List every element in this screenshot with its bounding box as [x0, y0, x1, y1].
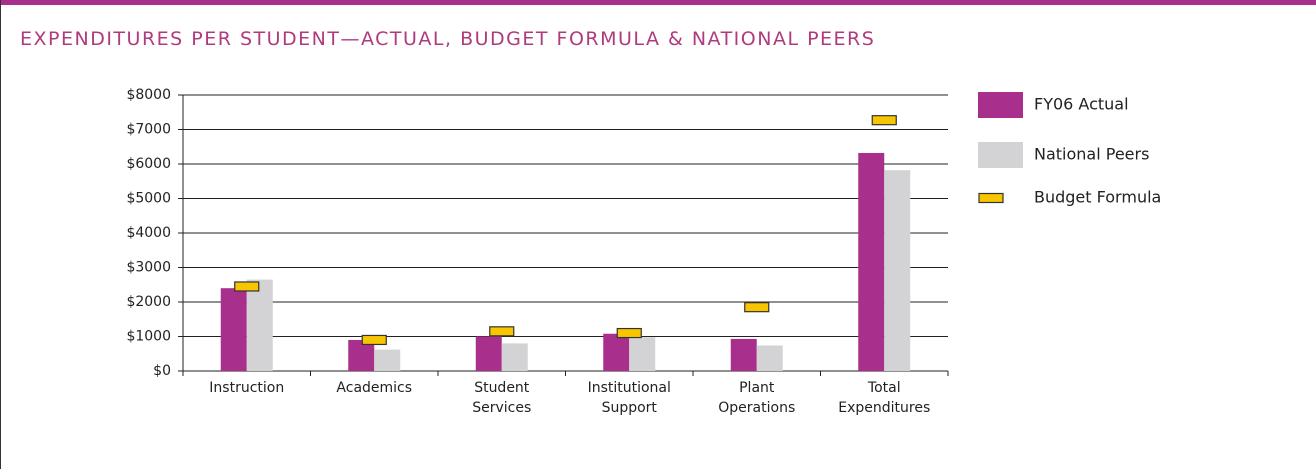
bar [756, 345, 783, 371]
bar [884, 170, 911, 371]
bar [220, 288, 247, 371]
y-tick-label: $4000 [126, 225, 171, 241]
legend-label: National Peers [1034, 145, 1149, 164]
y-tick-label: $0 [153, 363, 171, 379]
left-border [0, 0, 1, 469]
legend-label: FY06 Actual [1034, 95, 1129, 114]
bar [374, 349, 401, 371]
legend-swatch [978, 192, 1004, 204]
bar [475, 336, 502, 371]
x-tick-label: Plant Operations [718, 380, 796, 416]
bar [629, 337, 656, 371]
y-tick-label: $6000 [126, 156, 171, 172]
x-tick-label: Institutional Support [587, 380, 671, 416]
y-tick-label: $2000 [126, 294, 171, 310]
bar [501, 343, 528, 371]
bar [603, 333, 630, 371]
bar [858, 152, 885, 371]
top-bar [0, 0, 1316, 5]
legend-swatch [978, 92, 1023, 118]
legend-label: Budget Formula [1034, 188, 1161, 207]
y-tick-label: $1000 [126, 329, 171, 345]
budget-marker [361, 334, 387, 346]
y-tick-label: $5000 [126, 191, 171, 207]
bar [348, 339, 375, 371]
x-tick-label: Student Services [472, 380, 532, 416]
budget-marker [234, 281, 260, 292]
budget-marker [744, 302, 770, 313]
y-tick-label: $8000 [126, 87, 171, 103]
budget-marker [616, 327, 642, 339]
chart-title: EXPENDITURES PER STUDENT—ACTUAL, BUDGET … [20, 28, 876, 50]
budget-marker [489, 326, 515, 337]
y-tick-label: $7000 [126, 122, 171, 138]
bar [246, 279, 273, 371]
y-tick-label: $3000 [126, 260, 171, 276]
x-tick-label: Academics [336, 380, 413, 396]
legend-swatch [978, 142, 1023, 168]
budget-marker [871, 115, 897, 126]
x-tick-label: Total Expenditures [838, 380, 931, 416]
bar [730, 338, 757, 371]
x-tick-label: Instruction [209, 380, 285, 396]
